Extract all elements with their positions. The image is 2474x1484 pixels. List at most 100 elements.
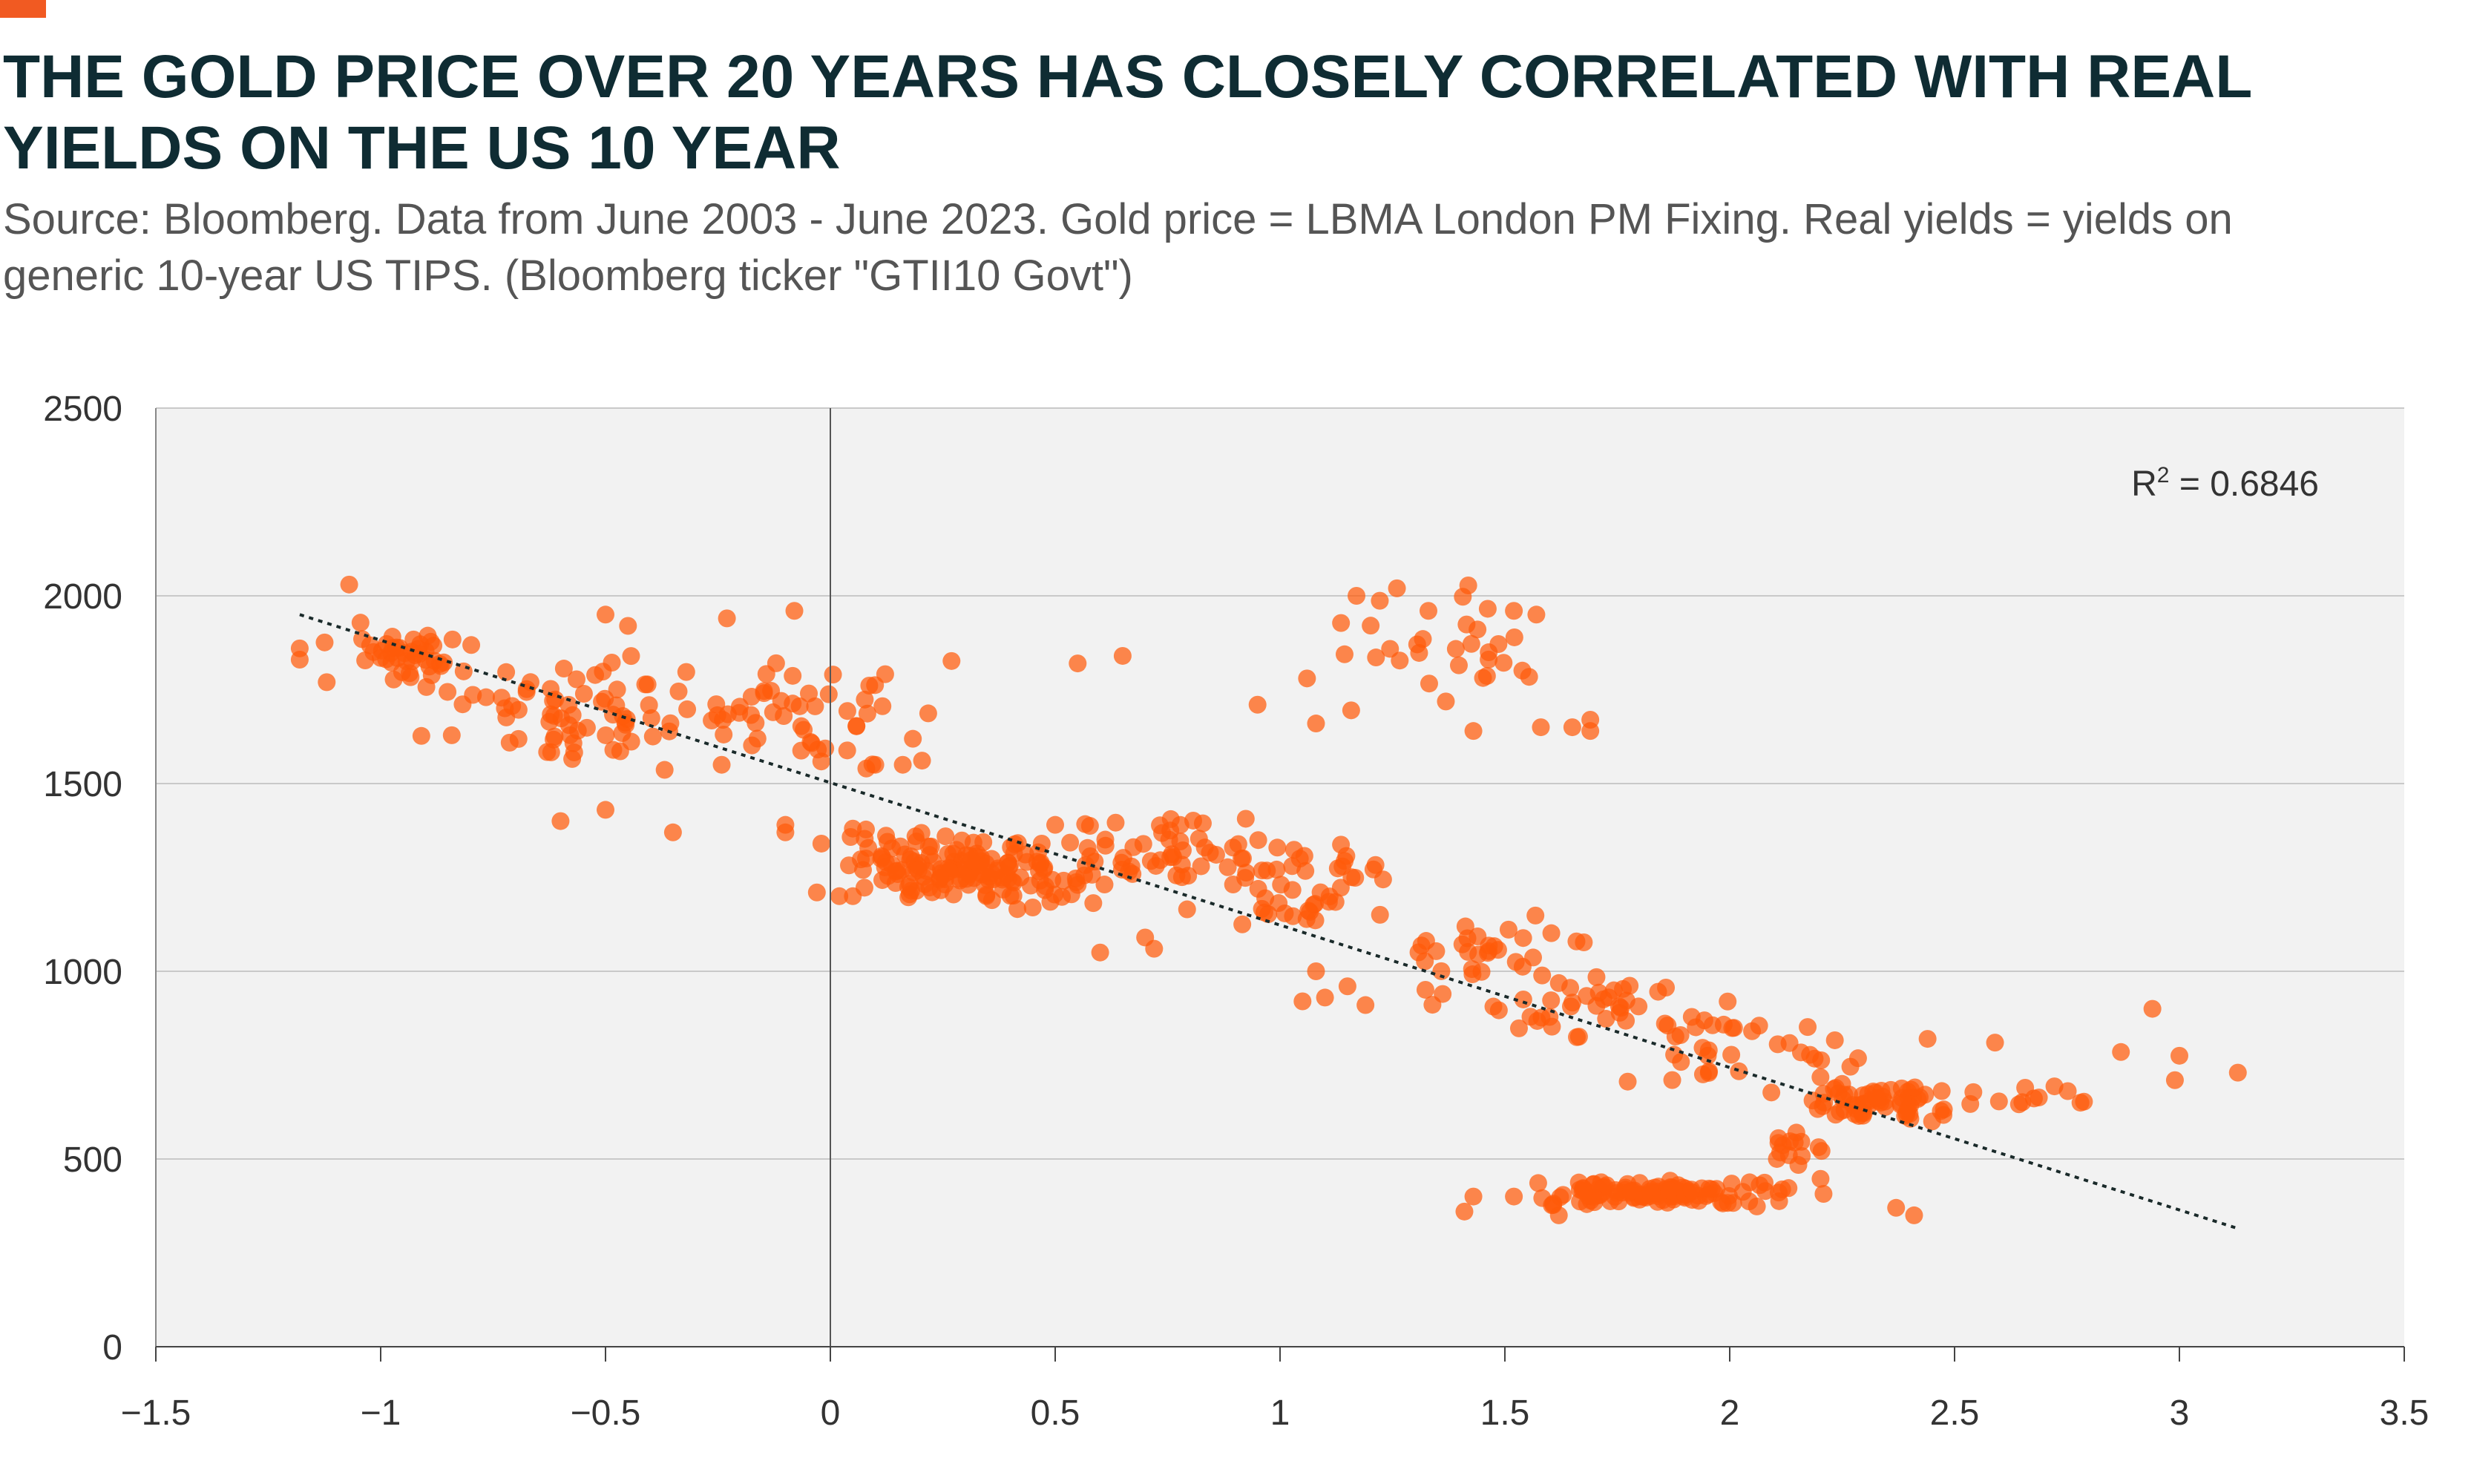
scatter-point — [1362, 617, 1380, 635]
scatter-point — [1113, 646, 1132, 665]
scatter-point — [830, 887, 849, 905]
chart-title: THE GOLD PRICE OVER 20 YEARS HAS CLOSELY… — [3, 43, 2251, 182]
scatter-point — [1703, 1016, 1722, 1034]
scatter-point — [1484, 997, 1503, 1016]
scatter-point — [318, 673, 336, 692]
scatter-point — [1528, 1011, 1546, 1030]
scatter-point — [1505, 628, 1523, 646]
scatter-point — [1193, 814, 1212, 833]
scatter-point — [2112, 1043, 2130, 1061]
scatter-point — [767, 654, 785, 672]
scatter-point — [1307, 715, 1325, 733]
scatter-point — [1826, 1106, 1845, 1124]
scatter-point — [1526, 906, 1545, 925]
y-tick-label: 1500 — [43, 765, 122, 804]
scatter-point — [1141, 852, 1160, 870]
scatter-point — [1414, 630, 1432, 649]
scatter-point — [1485, 937, 1503, 956]
scatter-point — [1762, 1083, 1781, 1102]
scatter-point — [1332, 614, 1351, 632]
scatter-point — [412, 726, 430, 745]
scatter-point — [417, 677, 436, 696]
scatter-point — [1542, 924, 1561, 942]
scatter-point — [1249, 831, 1267, 850]
scatter-point — [1730, 1062, 1748, 1080]
scatter-point — [1283, 881, 1302, 899]
scatter-point — [509, 729, 528, 748]
scatter-point — [1604, 981, 1623, 999]
scatter-point — [1514, 990, 1532, 1008]
scatter-chart: 0 500 1000 1500 2000 2500 −1.5 −1 −0.5 0 0.5 1 1.5 2… — [43, 390, 2429, 1433]
scatter-point — [619, 617, 637, 635]
x-tick-label: 3.5 — [2380, 1393, 2429, 1433]
scatter-point — [1723, 1019, 1742, 1037]
scatter-point — [1789, 1156, 1808, 1175]
scatter-point — [860, 677, 879, 695]
scatter-point — [604, 741, 623, 759]
r-squared-label: R2 = 0.6846 — [2131, 463, 2319, 504]
scatter-point — [844, 887, 862, 905]
scatter-point — [913, 752, 931, 770]
scatter-point — [1812, 1142, 1831, 1160]
scatter-point — [1078, 838, 1097, 857]
scatter-point — [613, 724, 631, 743]
scatter-point — [1589, 983, 1608, 1002]
scatter-point — [1233, 850, 1251, 868]
scatter-point — [1621, 1182, 1640, 1201]
scatter-point — [1001, 887, 1020, 905]
scatter-point — [857, 820, 876, 838]
x-tick-label: 1.5 — [1480, 1393, 1530, 1433]
scatter-point — [1672, 1053, 1690, 1071]
scatter-point — [2030, 1089, 2048, 1107]
scatter-point — [315, 633, 334, 651]
y-tick-label: 2500 — [43, 390, 122, 429]
scatter-point — [377, 650, 396, 669]
scatter-point — [1106, 813, 1125, 832]
scatter-point — [936, 827, 955, 846]
scatter-point — [824, 666, 842, 684]
scatter-point — [1356, 996, 1375, 1014]
scatter-point — [873, 848, 891, 867]
scatter-point — [462, 636, 481, 654]
scatter-point — [857, 849, 876, 867]
scatter-point — [838, 741, 856, 760]
scatter-point — [567, 670, 585, 689]
scatter-point — [597, 726, 615, 744]
scatter-point — [1923, 1112, 1941, 1131]
scatter-point — [1549, 1206, 1568, 1224]
scatter-point — [1437, 692, 1455, 711]
scatter-point — [2071, 1094, 2090, 1112]
scatter-point — [643, 727, 662, 746]
scatter-point — [1671, 1026, 1690, 1045]
scatter-point — [636, 675, 654, 694]
scatter-point — [1581, 710, 1600, 729]
scatter-point — [1446, 640, 1465, 658]
axes — [155, 408, 2405, 1362]
scatter-point — [1812, 1051, 1831, 1069]
scatter-point — [410, 645, 429, 663]
scatter-point — [1434, 985, 1452, 1003]
scatter-point — [404, 630, 423, 649]
scatter-point — [420, 657, 439, 676]
scatter-point — [1145, 939, 1164, 958]
scatter-point — [1618, 1072, 1637, 1091]
scatter-point — [1505, 602, 1523, 620]
scatter-point — [904, 729, 922, 748]
scatter-point — [1811, 1068, 1830, 1086]
scatter-point — [1346, 868, 1365, 887]
scatter-point — [712, 755, 731, 774]
scatter-point — [1814, 1185, 1833, 1204]
scatter-point — [899, 878, 917, 896]
scatter-point — [1069, 654, 1087, 673]
scatter-point — [844, 819, 862, 838]
x-tick-label: 0.5 — [1031, 1393, 1080, 1433]
scatter-point — [1224, 876, 1242, 894]
scatter-point — [1682, 1181, 1701, 1199]
scatter-point — [1179, 867, 1198, 885]
scatter-point — [1419, 602, 1437, 620]
scatter-point — [1505, 1187, 1523, 1206]
scatter-point — [1178, 900, 1196, 919]
scatter-point — [1316, 988, 1334, 1007]
gridlines — [156, 407, 2404, 1160]
x-tick-label: −1 — [361, 1393, 401, 1433]
